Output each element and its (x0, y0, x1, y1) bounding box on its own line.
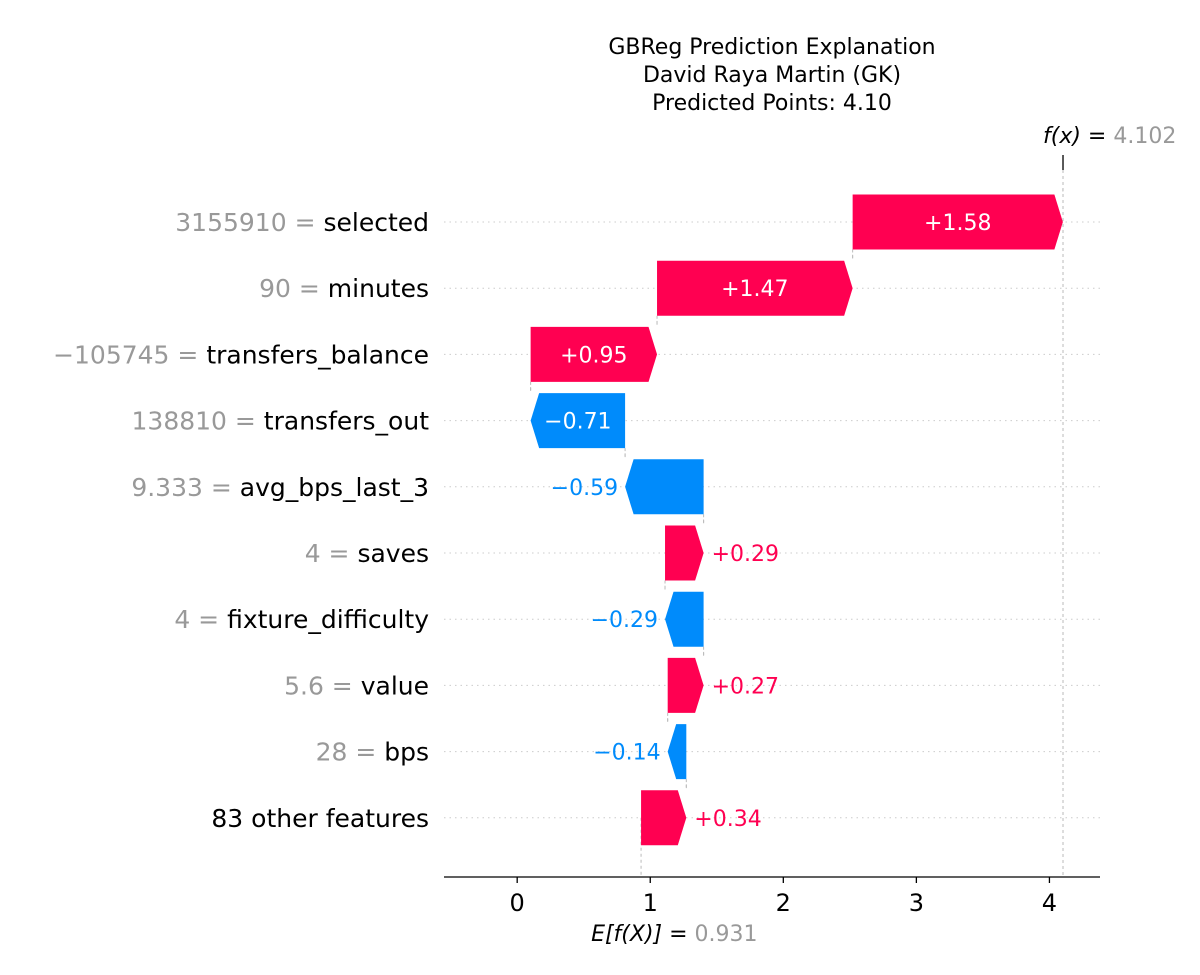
x-tick-label: 3 (909, 889, 924, 917)
x-tick-label: 1 (643, 889, 658, 917)
x-tick-label: 2 (776, 889, 791, 917)
bar-value-label: −0.29 (591, 608, 658, 633)
contribution-bar (657, 260, 853, 316)
feature-labels: +1.58 3155910 = selected +1.47 90 = minutes… (53, 208, 991, 833)
contribution-bars (530, 194, 1063, 846)
x-tick-label: 4 (1042, 889, 1057, 917)
contribution-bar (641, 790, 687, 846)
contribution-bar (625, 459, 704, 515)
feature-value: 3155910 = (175, 208, 323, 237)
output-value-number: 4.102 (1113, 124, 1176, 149)
feature-name: bps (384, 738, 429, 767)
feature-label: 4 = fixture_difficulty (174, 605, 429, 634)
feature-label: 28 = bps (316, 738, 429, 767)
feature-name: value (361, 671, 429, 700)
feature-value: 4 = (305, 539, 358, 568)
title-line-3: Predicted Points: 4.10 (652, 91, 892, 116)
contribution-bar (530, 326, 658, 382)
feature-value: 90 = (259, 274, 328, 303)
bar-value-label: +0.27 (712, 674, 779, 699)
contribution-bar (667, 657, 704, 713)
feature-name: 83 other features (211, 804, 429, 833)
feature-label: 138810 = transfers_out (132, 407, 430, 436)
feature-label: 83 other features (211, 804, 429, 833)
feature-value: −105745 = (53, 340, 206, 369)
feature-name: transfers_out (264, 407, 429, 436)
title-line-1: GBReg Prediction Explanation (608, 35, 935, 60)
bar-value-label: −0.14 (593, 741, 660, 766)
x-axis: 0 1 2 3 4 (444, 876, 1100, 917)
feature-label: −105745 = transfers_balance (53, 340, 429, 369)
bar-value-label: +0.29 (712, 542, 779, 567)
x-tick-label: 0 (510, 889, 525, 917)
contribution-bar (665, 525, 704, 581)
feature-value: 5.6 = (284, 671, 361, 700)
feature-name: avg_bps_last_3 (240, 473, 429, 502)
feature-value: 4 = (174, 605, 227, 634)
bar-value-label: +0.95 (560, 343, 627, 368)
feature-label: 5.6 = value (284, 671, 429, 700)
base-value-label: E[f(X)] = 0.931 (591, 922, 757, 947)
base-value-number: 0.931 (695, 922, 758, 947)
feature-value: 9.333 = (131, 473, 239, 502)
bar-value-label: +0.34 (694, 807, 761, 832)
feature-name: minutes (328, 274, 429, 303)
connector-guides (530, 155, 1064, 877)
bar-value-label: +1.58 (924, 211, 991, 236)
bar-value-label: −0.59 (551, 476, 618, 501)
contribution-bar (530, 393, 626, 449)
feature-label: 4 = saves (305, 539, 429, 568)
base-value-prefix: E[f(X)] = (591, 922, 694, 947)
feature-value: 138810 = (132, 407, 264, 436)
value-annotations: f(x) = 4.102 E[f(X)] = 0.931 (591, 124, 1176, 947)
bar-value-label: −0.71 (544, 410, 611, 435)
title-line-2: David Raya Martin (GK) (643, 63, 901, 88)
feature-label: 90 = minutes (259, 274, 429, 303)
output-value-prefix: f(x) = (1043, 124, 1113, 149)
feature-name: saves (357, 539, 429, 568)
feature-name: transfers_balance (206, 340, 429, 369)
feature-name: fixture_difficulty (227, 605, 429, 634)
bar-value-label: +1.47 (721, 277, 788, 302)
chart-title: GBReg Prediction Explanation David Raya … (608, 35, 935, 116)
contribution-bar (852, 194, 1063, 250)
feature-label: 3155910 = selected (175, 208, 429, 237)
feature-label: 9.333 = avg_bps_last_3 (131, 473, 429, 502)
contribution-bar (667, 724, 687, 780)
contribution-bar (665, 591, 704, 647)
feature-value: 28 = (316, 738, 385, 767)
feature-name: selected (323, 208, 429, 237)
output-value-label: f(x) = 4.102 (1043, 124, 1176, 149)
